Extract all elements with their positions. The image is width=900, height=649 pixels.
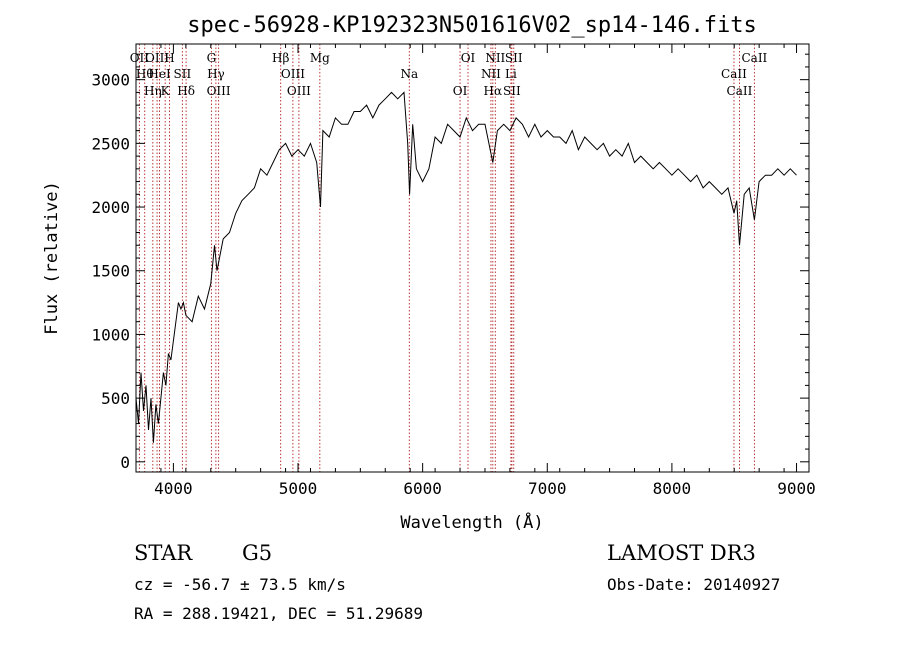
- survey-name: LAMOST DR3: [607, 541, 756, 565]
- x-tick-label: 4000: [154, 479, 193, 498]
- object-subclass: G5: [242, 541, 272, 565]
- line-marker-label: OIII: [287, 84, 311, 98]
- x-tick-label: 6000: [403, 479, 442, 498]
- line-marker-label: OIII: [281, 67, 305, 81]
- line-marker-label: Hγ: [207, 67, 225, 81]
- chart-title: spec-56928-KP192323N501616V02_sp14-146.f…: [187, 13, 757, 38]
- line-marker-label: K: [161, 84, 171, 98]
- line-marker-label: SII: [505, 51, 523, 65]
- x-axis-label: Wavelength (Å): [400, 511, 543, 533]
- line-label-layer: OIIHθHηOIIIHeIKHSIIHδGHγOIIIHβOIIIOIIIMg…: [130, 51, 768, 98]
- y-axis-label: Flux (relative): [42, 181, 62, 335]
- line-marker-label: NII: [481, 67, 501, 81]
- line-marker-label: OIII: [145, 51, 169, 65]
- y-tick-label: 0: [120, 453, 130, 472]
- line-marker-label: Hβ: [272, 51, 289, 65]
- line-marker-label: SII: [503, 84, 521, 98]
- line-marker-label: Hη: [144, 84, 162, 98]
- plot-frame: [135, 43, 810, 473]
- line-marker-label: OII: [130, 51, 150, 65]
- line-marker-label: CaII: [727, 84, 753, 98]
- line-marker-layer: [138, 44, 755, 472]
- line-marker-label: Hα: [484, 84, 503, 98]
- spectrum-line: [135, 91, 797, 443]
- y-tick-label: 500: [101, 389, 130, 408]
- object-class: STAR: [134, 541, 193, 565]
- line-marker-label: SII: [174, 67, 192, 81]
- line-marker-label: Mg: [310, 51, 330, 65]
- line-marker-label: CaII: [721, 67, 747, 81]
- line-marker-label: NII: [485, 51, 505, 65]
- x-tick-label: 7000: [528, 479, 567, 498]
- line-marker-label: OI: [461, 51, 476, 65]
- x-tick-label: 8000: [653, 479, 692, 498]
- y-tick-label: 1000: [91, 325, 130, 344]
- obs-date-text: Obs-Date: 20140927: [607, 575, 780, 594]
- y-tick-label: 2000: [91, 198, 130, 217]
- line-marker-label: HeI: [148, 67, 171, 81]
- y-tick-label: 2500: [91, 134, 130, 153]
- coords-text: RA = 288.19421, DEC = 51.29689: [134, 604, 423, 623]
- line-marker-label: Li: [505, 67, 517, 81]
- line-marker-label: G: [207, 51, 217, 65]
- y-tick-label: 1500: [91, 262, 130, 281]
- x-tick-label: 9000: [777, 479, 816, 498]
- y-tick-label: 3000: [91, 71, 130, 90]
- line-marker-label: Hθ: [136, 67, 154, 81]
- redshift-text: cz = -56.7 ± 73.5 km/s: [134, 575, 346, 594]
- line-marker-label: Na: [400, 67, 418, 81]
- line-marker-label: CaII: [741, 51, 767, 65]
- x-tick-label: 5000: [279, 479, 318, 498]
- line-marker-label: OIII: [207, 84, 231, 98]
- line-marker-label: OI: [453, 84, 468, 98]
- line-marker-label: H: [164, 51, 174, 65]
- x-axis-ticks: 4000 5000 6000 7000 8000 9000: [135, 44, 816, 498]
- y-axis-ticks: 0 500 1000 1500 2000 2500 3000: [91, 53, 809, 472]
- line-marker-label: Hδ: [177, 84, 195, 98]
